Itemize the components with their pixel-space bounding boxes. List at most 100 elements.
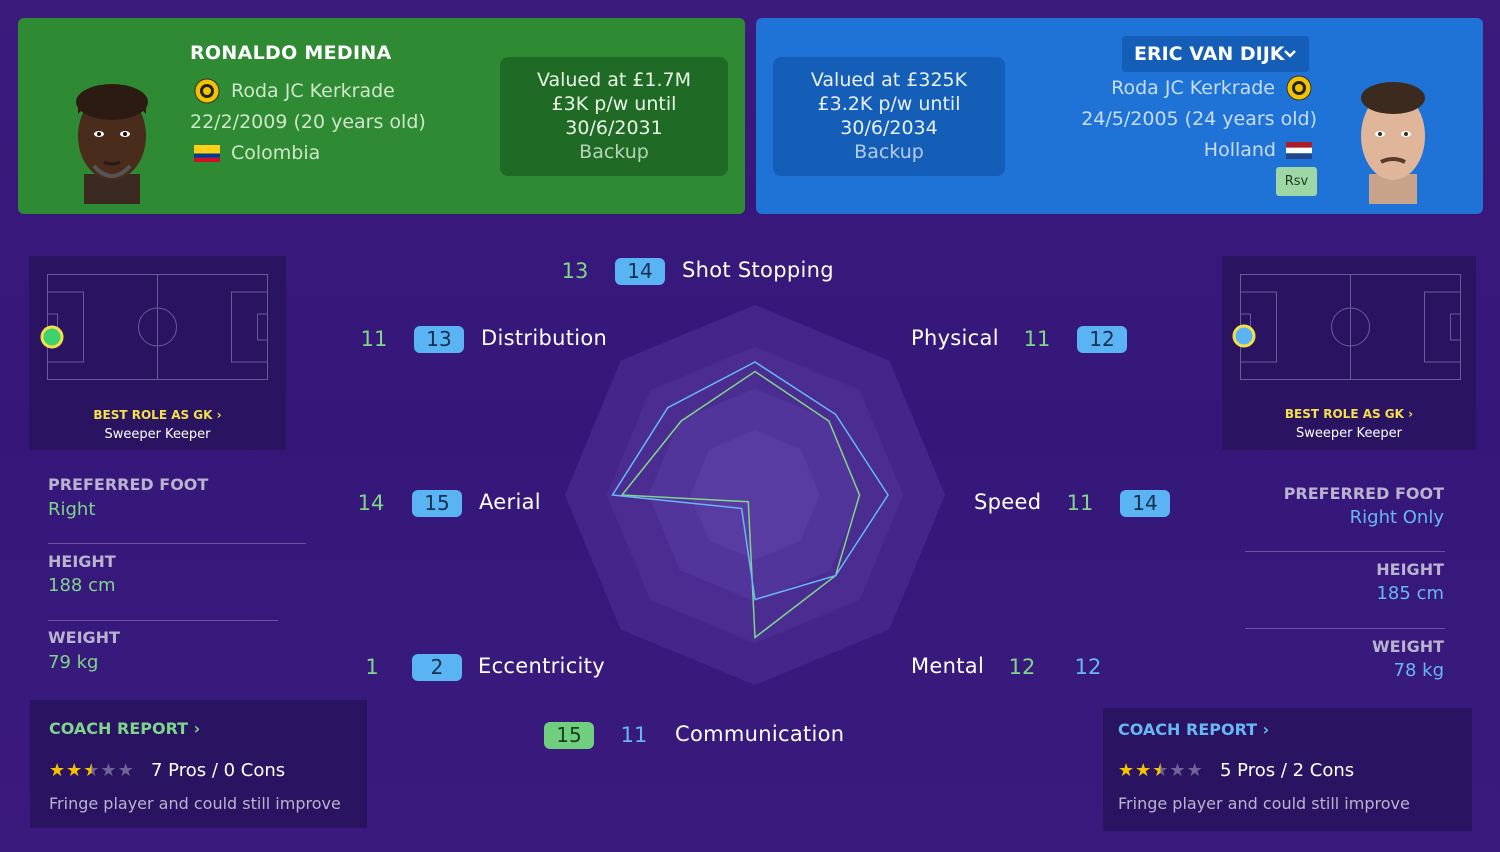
radar-ring [690, 430, 820, 560]
preferred-foot-label: PREFERRED FOOT [48, 475, 209, 494]
weight-label: WEIGHT [48, 628, 120, 647]
attr-communication-right: 11 [620, 723, 648, 747]
attr-shot-stopping-label[interactable]: Shot Stopping [682, 258, 834, 282]
dob-left: 22/2/2009 (20 years old) [190, 111, 426, 133]
nationality-right[interactable]: Holland [1203, 139, 1276, 161]
attr-distribution-label[interactable]: Distribution [481, 326, 608, 350]
attr-eccentricity-label[interactable]: Eccentricity [478, 654, 605, 678]
position-marker-icon [1232, 324, 1256, 348]
player-card-left: RONALDO MEDINA Roda JC Kerkrade 22/2/200… [18, 18, 745, 214]
club-badge-icon [194, 78, 220, 104]
contract-box-left: Valued at £1.7M £3K p/w until 30/6/2031 … [500, 57, 728, 176]
player-portrait-left [76, 84, 148, 204]
chevron-right-icon: › [193, 719, 201, 738]
club-name-right[interactable]: Roda JC Kerkrade [1111, 77, 1275, 99]
star-rating: ★★★★★ [49, 760, 135, 781]
divider [1245, 628, 1445, 629]
height-label: HEIGHT [48, 552, 116, 571]
value-line-1: Valued at £1.7M [536, 69, 692, 91]
attr-physical-label[interactable]: Physical [911, 326, 999, 350]
coach-report-title[interactable]: COACH REPORT › [1118, 720, 1270, 739]
best-role-panel-right[interactable]: BEST ROLE AS GK › Sweeper Keeper [1222, 256, 1476, 450]
weight-value: 79 kg [48, 652, 99, 673]
value-line-2: £3.2K p/w until [817, 93, 961, 115]
star-empty-icon: ★ [117, 760, 135, 781]
divider [48, 620, 278, 621]
radar-series-left [620, 370, 861, 639]
star-empty-icon: ★ [1186, 760, 1204, 781]
attr-distribution-left: 11 [360, 327, 388, 351]
player-portrait-right [1361, 82, 1425, 204]
attr-aerial-label[interactable]: Aerial [479, 490, 541, 514]
best-role-title[interactable]: BEST ROLE AS GK › [1284, 407, 1414, 421]
chevron-down-icon [1283, 36, 1297, 86]
attr-distribution-right: 13 [414, 326, 464, 353]
height-value: 185 cm [1376, 583, 1444, 604]
height-label: HEIGHT [1376, 560, 1444, 579]
attr-shot-stopping-right: 14 [615, 258, 665, 285]
chevron-right-icon: › [1262, 720, 1270, 739]
attr-shot-stopping-left: 13 [561, 259, 589, 283]
star-half-icon: ★ [1152, 760, 1170, 781]
best-role-panel-left[interactable]: BEST ROLE AS GK › Sweeper Keeper [29, 256, 286, 450]
value-line-3: 30/6/2034 [840, 117, 938, 139]
attribute-radar-chart [565, 305, 945, 685]
divider [1245, 551, 1445, 552]
player-name-right: ERIC VAN DIJK [1134, 43, 1285, 65]
nationality-left[interactable]: Colombia [231, 142, 321, 164]
weight-value: 78 kg [1393, 660, 1444, 681]
height-value: 188 cm [48, 575, 116, 596]
club-badge-icon [1286, 75, 1312, 101]
divider [48, 543, 306, 544]
attr-speed-label[interactable]: Speed [974, 490, 1042, 514]
preferred-foot-value: Right Only [1349, 507, 1444, 528]
star-rating: ★★★★★ [1118, 760, 1204, 781]
position-marker-icon [40, 325, 64, 349]
star-full-icon: ★ [1118, 760, 1136, 781]
squad-status: Backup [579, 141, 649, 163]
squad-status: Backup [854, 141, 924, 163]
attr-aerial-left: 14 [357, 491, 385, 515]
attr-mental-label[interactable]: Mental [911, 654, 985, 678]
attr-mental-right: 12 [1074, 655, 1102, 679]
star-empty-icon: ★ [1169, 760, 1187, 781]
pros-cons: 5 Pros / 2 Cons [1220, 760, 1355, 781]
best-role-title[interactable]: BEST ROLE AS GK › [93, 408, 222, 422]
value-line-1: Valued at £325K [810, 69, 968, 91]
attr-communication-left: 15 [544, 722, 594, 749]
coach-report-title[interactable]: COACH REPORT › [49, 719, 201, 738]
coach-report-right[interactable]: COACH REPORT › ★★★★★ 5 Pros / 2 Cons Fri… [1103, 708, 1472, 831]
player-name-left: RONALDO MEDINA [190, 42, 392, 64]
value-line-2: £3K p/w until [551, 93, 677, 115]
pitch-diagram [1240, 274, 1461, 380]
pros-cons: 7 Pros / 0 Cons [151, 760, 286, 781]
attr-eccentricity-right: 2 [412, 654, 462, 681]
star-empty-icon: ★ [100, 760, 118, 781]
player-card-right: Valued at £325K £3.2K p/w until 30/6/203… [756, 18, 1483, 214]
player-select-dropdown[interactable]: ERIC VAN DIJK [1122, 36, 1309, 72]
star-full-icon: ★ [66, 760, 84, 781]
best-role-name: Sweeper Keeper [104, 427, 211, 442]
flag-colombia-icon [194, 145, 220, 162]
club-name-left[interactable]: Roda JC Kerkrade [231, 80, 395, 102]
attr-speed-right: 14 [1120, 490, 1170, 517]
pitch-diagram [47, 274, 268, 380]
coach-report-left[interactable]: COACH REPORT › ★★★★★ 7 Pros / 0 Cons Fri… [30, 700, 367, 828]
preferred-foot-label: PREFERRED FOOT [1283, 484, 1444, 503]
attr-physical-left: 11 [1023, 327, 1051, 351]
radar-series-right [611, 361, 889, 601]
best-role-name: Sweeper Keeper [1295, 426, 1403, 441]
attr-mental-left: 12 [1008, 655, 1036, 679]
chevron-right-icon: › [1408, 407, 1414, 421]
attr-aerial-right: 15 [412, 490, 462, 517]
preferred-foot-value: Right [48, 499, 96, 520]
coach-summary: Fringe player and could still improve [1118, 794, 1410, 813]
flag-holland-icon [1286, 142, 1312, 159]
star-full-icon: ★ [1135, 760, 1153, 781]
chevron-right-icon: › [216, 408, 222, 422]
attr-communication-label[interactable]: Communication [675, 722, 845, 746]
dob-right: 24/5/2005 (24 years old) [1081, 108, 1317, 130]
star-full-icon: ★ [49, 760, 67, 781]
star-half-icon: ★ [83, 760, 101, 781]
attr-speed-left: 11 [1066, 491, 1094, 515]
